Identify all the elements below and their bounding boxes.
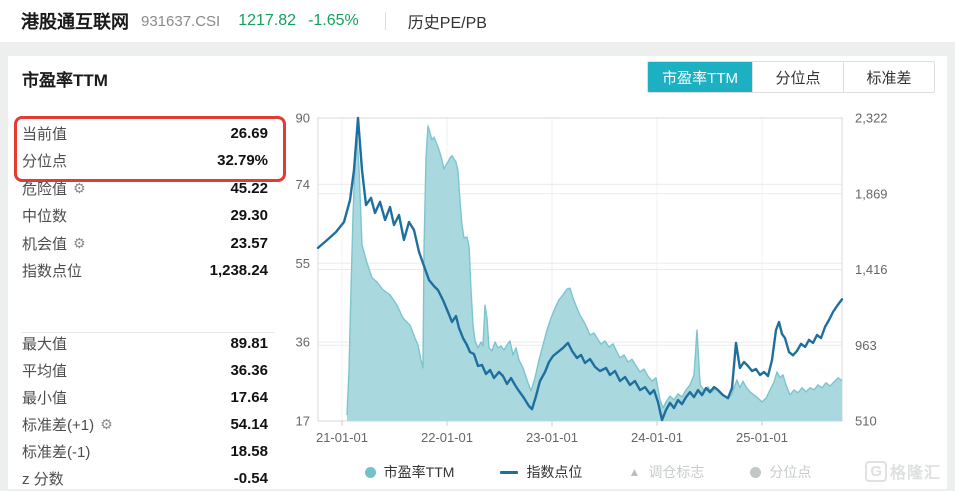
- header-bar: 港股通互联网 931637.CSI 1217.82 -1.65% 历史PE/PB: [0, 0, 955, 42]
- legend-item-pe-ttm[interactable]: 市盈率TTM: [364, 462, 455, 482]
- stat-value: 89.81: [230, 334, 268, 352]
- watermark-brand: 格隆汇: [889, 465, 941, 482]
- metric-tab-group: 市盈率TTM 分位点 标准差: [647, 61, 935, 93]
- stat-row-index-level: 指数点位 1,238.24: [22, 258, 268, 282]
- legend-label: 市盈率TTM: [383, 464, 455, 480]
- stat-value: 54.14: [230, 415, 268, 433]
- index-price: 1217.82: [238, 12, 297, 29]
- stat-label: 最小值: [22, 389, 68, 407]
- legend-item-index-level[interactable]: 指数点位: [500, 462, 582, 482]
- x-axis-tick-label: 23-01-01: [526, 430, 578, 445]
- legend-label: 指数点位: [526, 464, 583, 480]
- stat-value: 17.64: [230, 388, 268, 406]
- gear-icon[interactable]: ⚙: [73, 180, 86, 196]
- stat-label: 中位数: [22, 207, 68, 225]
- x-axis-tick-label: 22-01-01: [421, 430, 473, 445]
- stat-label: 机会值: [22, 235, 68, 253]
- index-code: 931637.CSI: [141, 12, 221, 30]
- x-axis-tick-label: 24-01-01: [631, 430, 683, 445]
- gear-icon[interactable]: ⚙: [73, 235, 86, 251]
- left-axis-tick-label: 90: [296, 111, 310, 126]
- left-axis-tick-label: 74: [296, 177, 310, 192]
- pe-series-marker-icon: [364, 466, 376, 478]
- panel-title: 市盈率TTM: [22, 71, 108, 90]
- stat-row-stddev-minus1: 标准差(-1) 18.58: [22, 439, 268, 463]
- tab-pe-ttm[interactable]: 市盈率TTM: [648, 62, 752, 92]
- stat-value: 36.36: [230, 361, 268, 379]
- pe-history-chart[interactable]: 90 74 55 36 17 2,322 1,869 1,416 963 510 21-01-01 2…: [8, 56, 947, 489]
- header-divider: [384, 12, 386, 30]
- stat-label: 当前值: [22, 125, 68, 143]
- right-axis-tick-label: 1,869: [855, 186, 888, 201]
- percentile-marker-icon: [750, 466, 762, 478]
- x-axis-tick-label: 21-01-01: [316, 430, 368, 445]
- right-axis-tick-label: 1,416: [855, 262, 888, 277]
- stat-label: 危险值: [22, 180, 68, 198]
- stat-label: 标准差(+1): [22, 416, 95, 434]
- stat-label: 分位点: [22, 152, 68, 170]
- stat-value: -0.54: [233, 469, 268, 487]
- right-axis-tick-label: 2,322: [855, 111, 888, 126]
- pe-ttm-area-series: [347, 125, 842, 422]
- stat-row-median: 中位数 29.30: [22, 203, 268, 227]
- legend-label: 调仓标志: [648, 464, 705, 480]
- stat-row-max: 最大值 89.81: [22, 331, 268, 355]
- gear-icon[interactable]: ⚙: [100, 416, 113, 432]
- index-series-marker-icon: [500, 470, 519, 474]
- chart-legend: 市盈率TTM 指数点位 ▲ 调仓标志 分位点: [298, 460, 878, 484]
- left-axis-tick-label: 55: [296, 256, 310, 271]
- stat-value: 23.57: [230, 234, 268, 252]
- left-axis-tick-label: 17: [296, 414, 310, 429]
- stat-row-mean: 平均值 36.36: [22, 358, 268, 382]
- stat-label: 标准差(-1): [22, 443, 91, 461]
- stat-value: 32.79%: [217, 151, 268, 169]
- left-axis-tick-label: 36: [296, 335, 310, 350]
- index-level-line-series: [316, 116, 844, 422]
- right-axis-tick-label: 510: [855, 414, 877, 429]
- stat-value: 1,238.24: [209, 261, 268, 279]
- gelonghui-watermark: G 格隆汇: [865, 459, 941, 483]
- stat-row-min: 最小值 17.64: [22, 385, 268, 409]
- triangle-marker-icon: ▲: [628, 465, 641, 479]
- index-name: 港股通互联网: [21, 12, 129, 32]
- index-change-pct: -1.65%: [308, 12, 359, 29]
- stat-row-danger: 危险值 ⚙ 45.22: [22, 176, 268, 200]
- stat-row-current: 当前值 26.69: [22, 121, 268, 145]
- stat-label: 平均值: [22, 362, 68, 380]
- gelonghui-logo-icon: G: [865, 460, 887, 482]
- stat-row-opportunity: 机会值 ⚙ 23.57: [22, 231, 268, 255]
- stat-value: 29.30: [230, 206, 268, 224]
- legend-label: 分位点: [769, 464, 812, 480]
- right-axis-tick-label: 963: [855, 338, 877, 353]
- legend-item-percentile[interactable]: 分位点: [750, 462, 811, 482]
- tab-stddev[interactable]: 标准差: [843, 62, 934, 92]
- stat-value: 26.69: [230, 124, 268, 142]
- stat-label: 指数点位: [22, 262, 83, 280]
- stat-label: z 分数: [22, 470, 64, 488]
- stat-row-stddev-plus1: 标准差(+1) ⚙ 54.14: [22, 412, 268, 436]
- tab-percentile[interactable]: 分位点: [752, 62, 843, 92]
- stat-value: 18.58: [230, 442, 268, 460]
- stat-label: 最大值: [22, 335, 68, 353]
- stat-row-percentile: 分位点 32.79%: [22, 148, 268, 172]
- stats-divider: [22, 332, 274, 333]
- stat-value: 45.22: [230, 179, 268, 197]
- menu-history-pe-pb[interactable]: 历史PE/PB: [407, 15, 487, 32]
- x-axis-tick-label: 25-01-01: [736, 430, 788, 445]
- pe-ttm-area-edge: [346, 125, 843, 416]
- stat-row-zscore: z 分数 -0.54: [22, 466, 268, 490]
- pe-panel-card: 市盈率TTM 市盈率TTM 分位点 标准差 当前值 26.69 分位点 32.7…: [8, 56, 947, 489]
- legend-item-rebalance-flag[interactable]: ▲ 调仓标志: [628, 462, 704, 482]
